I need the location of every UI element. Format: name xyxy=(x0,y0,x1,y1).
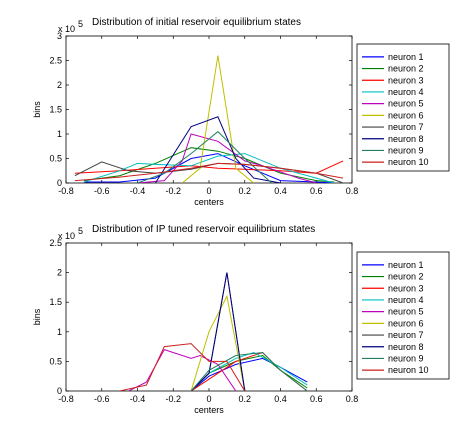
y-tick-label: 0.5 xyxy=(49,154,62,164)
y-exponent-power: 5 xyxy=(78,19,83,29)
subplot-2: -0.8 -0.6 -0.4 -0.2 0 0.2 0.4 0.6 0.8 0 0.5 1 1.5 2 2.… xyxy=(32,224,450,415)
legend-label: neuron 4 xyxy=(388,87,424,97)
y-tick-label: 2 xyxy=(57,268,62,278)
x-tick-label: -0.2 xyxy=(165,186,181,196)
y-exponent-label: x 10 xyxy=(58,231,75,241)
x-tick-label: -0.2 xyxy=(165,394,181,404)
y-tick-label: 1 xyxy=(57,129,62,139)
legend-label: neuron 7 xyxy=(388,122,424,132)
y-tick-label: 2 xyxy=(57,80,62,90)
legend-label: neuron 7 xyxy=(388,330,424,340)
y-tick-label: 2.5 xyxy=(49,238,62,248)
y-tick-label: 2.5 xyxy=(49,56,62,66)
legend-label: neuron 6 xyxy=(388,318,424,328)
x-tick-label: 0.6 xyxy=(310,186,323,196)
legend-label: neuron 1 xyxy=(388,260,424,270)
y-axis-label: bins xyxy=(32,101,42,118)
legend-label: neuron 8 xyxy=(388,342,424,352)
y-tick-label: 3 xyxy=(57,31,62,41)
legend-label: neuron 3 xyxy=(388,283,424,293)
legend-label: neuron 2 xyxy=(388,272,424,282)
series-line-9 xyxy=(190,351,308,391)
chart-title: Distribution of initial reservoir equili… xyxy=(92,17,301,28)
y-axis-label: bins xyxy=(32,308,42,325)
x-tick-label: 0.4 xyxy=(274,394,287,404)
series-line-10 xyxy=(119,343,246,391)
y-tick-label: 1.5 xyxy=(49,297,62,307)
x-tick-label: -0.8 xyxy=(58,186,74,196)
legend-label: neuron 5 xyxy=(388,307,424,317)
y-tick-label: 0 xyxy=(57,178,62,188)
y-tick-label: 0 xyxy=(57,386,62,396)
x-tick-label: 0.2 xyxy=(238,186,251,196)
series-line-6 xyxy=(181,55,255,183)
x-tick-label: 0.4 xyxy=(274,186,287,196)
series-line-2 xyxy=(83,147,335,183)
series-line-4 xyxy=(83,153,335,183)
x-tick-label: 0 xyxy=(206,394,211,404)
x-tick-label: -0.4 xyxy=(130,186,146,196)
series-line-8 xyxy=(190,272,246,391)
legend-label: neuron 10 xyxy=(388,157,429,167)
legend-label: neuron 3 xyxy=(388,75,424,85)
series-line-3 xyxy=(74,160,344,174)
legend-label: neuron 9 xyxy=(388,353,424,363)
series-line-5 xyxy=(128,348,237,391)
legend-label: neuron 9 xyxy=(388,145,424,155)
y-tick-label: 0.5 xyxy=(49,356,62,366)
x-tick-label: -0.6 xyxy=(94,394,110,404)
series-line-5 xyxy=(137,133,317,183)
x-tick-label: 0.2 xyxy=(238,394,251,404)
x-tick-label: -0.8 xyxy=(58,394,74,404)
subplot-1: -0.8 -0.6 -0.4 -0.2 0 0.2 0.4 0.6 0.8 0 0.5 1 1.5 2 2.… xyxy=(32,17,450,207)
series-group xyxy=(74,55,344,183)
x-axis-label: centers xyxy=(194,197,224,207)
legend-label: neuron 1 xyxy=(388,52,424,62)
series-line-1 xyxy=(83,153,335,183)
series-line-9 xyxy=(137,130,272,183)
x-axis-label: centers xyxy=(194,405,224,415)
y-tick-label: 1.5 xyxy=(49,105,62,115)
legend-label: neuron 4 xyxy=(388,295,424,305)
legend-label: neuron 5 xyxy=(388,99,424,109)
y-exponent-label: x 10 xyxy=(58,24,75,34)
y-tick-label: 1 xyxy=(57,327,62,337)
legend-label: neuron 6 xyxy=(388,110,424,120)
chart-title: Distribution of IP tuned reservoir equil… xyxy=(92,224,315,235)
legend-label: neuron 8 xyxy=(388,134,424,144)
y-exponent-power: 5 xyxy=(78,226,83,236)
x-tick-label: 0.6 xyxy=(310,394,323,404)
series-line-8 xyxy=(154,116,281,183)
legend-label: neuron 2 xyxy=(388,64,424,74)
x-tick-label: 0 xyxy=(206,186,211,196)
x-tick-label: -0.6 xyxy=(94,186,110,196)
legend-label: neuron 10 xyxy=(388,365,429,375)
plot-area xyxy=(65,242,353,392)
series-group xyxy=(119,272,308,391)
x-tick-label: 0.8 xyxy=(346,394,359,404)
series-line-10 xyxy=(74,162,344,182)
x-tick-label: 0.8 xyxy=(346,186,359,196)
x-tick-label: -0.4 xyxy=(130,394,146,404)
legend-box xyxy=(356,251,450,380)
series-line-6 xyxy=(190,294,246,391)
legend-box xyxy=(356,43,450,172)
